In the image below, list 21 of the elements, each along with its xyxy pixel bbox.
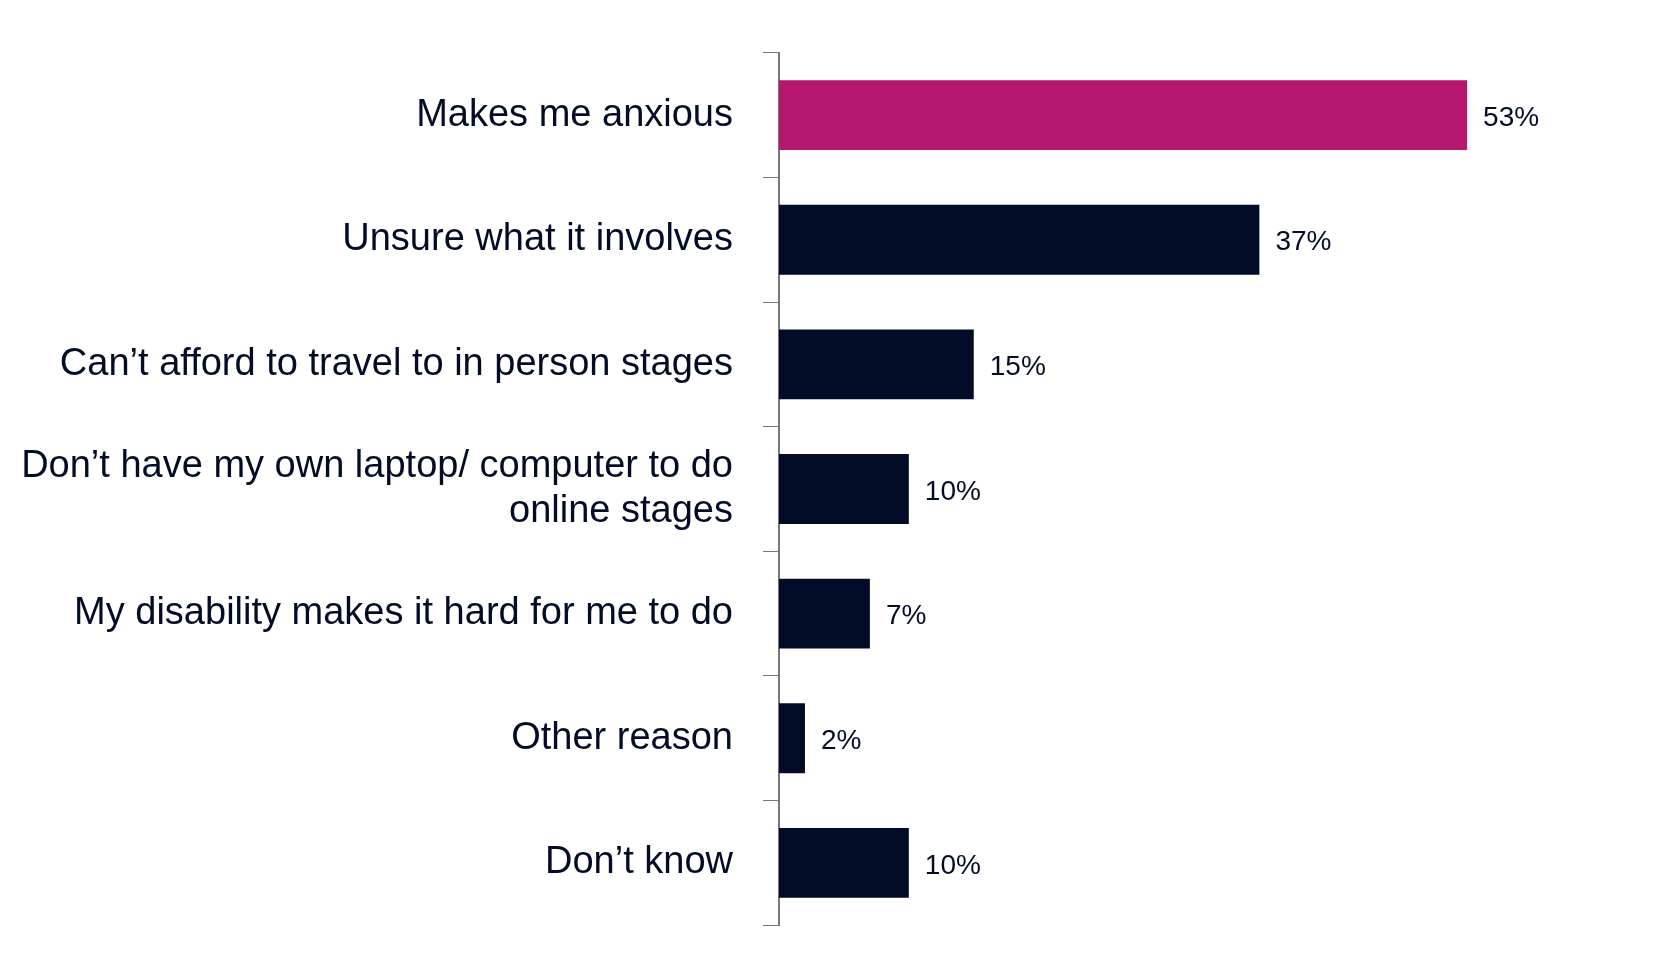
data-label: 7% [885, 599, 927, 631]
y-tick-label: Other reason [511, 714, 733, 757]
y-tick-label: Don’t know [545, 839, 734, 882]
data-label: 2% [820, 723, 862, 755]
bar [779, 329, 974, 400]
bar [779, 578, 870, 649]
data-label: 15% [989, 350, 1046, 382]
bar [779, 703, 805, 774]
y-tick-label: Makes me anxious [416, 91, 733, 134]
data-label: 10% [924, 474, 981, 506]
y-tick-label: Can’t afford to travel to in person stages [59, 340, 733, 383]
y-tick-label: Don’t have my own laptop/ computer to do online stages [21, 442, 733, 531]
bar [779, 454, 909, 524]
bar [779, 204, 1260, 275]
data-label: 53% [1483, 100, 1540, 132]
bar [779, 80, 1468, 151]
y-tick-label: My disability makes it hard for me to do [74, 590, 733, 633]
bar [779, 827, 909, 898]
y-tick-label: Unsure what it involves [342, 216, 733, 259]
data-label: 10% [924, 848, 981, 880]
data-label: 37% [1275, 225, 1332, 257]
